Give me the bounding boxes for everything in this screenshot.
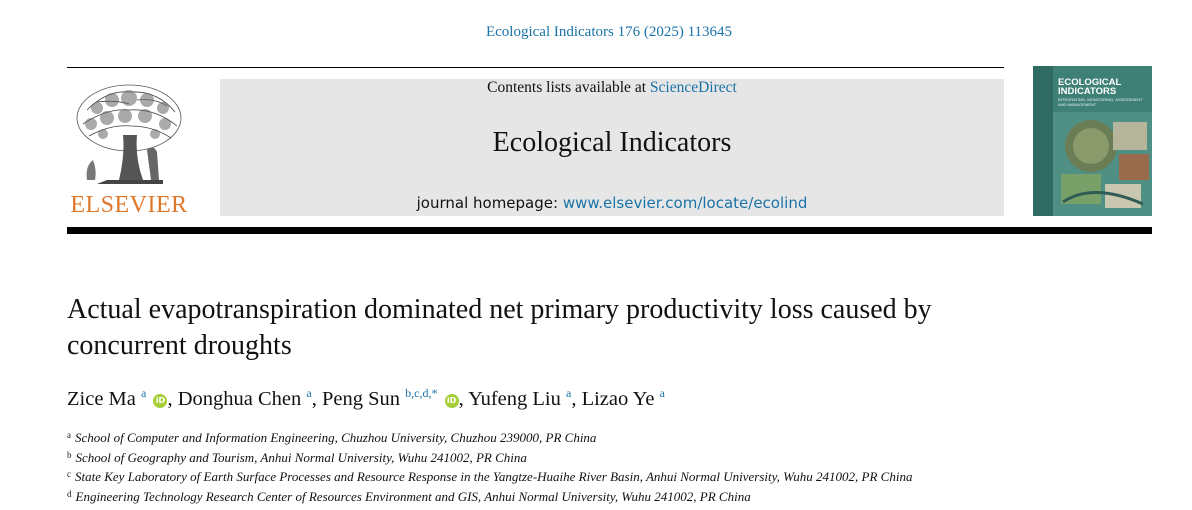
journal-header-banner: Contents lists available at ScienceDirec…	[220, 79, 1004, 216]
affiliation-mark: b	[67, 449, 72, 460]
author-name[interactable]: Yufeng Liu	[468, 388, 561, 410]
article-title: Actual evapotranspiration dominated net …	[67, 294, 932, 361]
author-list: Zice Ma a iD, Donghua Chen a, Peng Sun b…	[67, 386, 665, 411]
journal-name: Ecological Indicators	[492, 127, 732, 158]
cover-photo-collage	[1053, 112, 1152, 216]
elsevier-tree-icon	[76, 84, 182, 184]
affiliation-item: b School of Geography and Tourism, Anhui …	[67, 447, 1167, 467]
homepage-prefix: journal homepage:	[416, 194, 563, 212]
elsevier-logo[interactable]: ELSEVIER	[67, 80, 191, 220]
top-divider	[67, 67, 1004, 68]
header-thick-divider	[67, 227, 1152, 234]
elsevier-wordmark: ELSEVIER	[70, 192, 188, 218]
author-name[interactable]: Peng Sun	[321, 388, 400, 410]
author-affiliation-marks[interactable]: b,c,d,*	[405, 386, 438, 400]
affiliation-mark: d	[67, 488, 72, 499]
affiliation-item: d Engineering Technology Research Center …	[67, 486, 1167, 506]
affiliation-item: c State Key Laboratory of Earth Surface P…	[67, 466, 1167, 486]
sciencedirect-link[interactable]: ScienceDirect	[649, 79, 737, 96]
affiliation-text: State Key Laboratory of Earth Surface Pr…	[75, 469, 913, 484]
journal-homepage-link[interactable]: www.elsevier.com/locate/ecolind	[562, 194, 808, 212]
author-affiliation-marks[interactable]: a	[306, 386, 312, 400]
cover-subtitle: INTEGRATING, MONITORING, ASSESSMENT AND …	[1058, 97, 1143, 107]
cover-title: ECOLOGICAL INDICATORS	[1058, 77, 1122, 97]
affiliation-item: a School of Computer and Information Engi…	[67, 427, 1167, 447]
journal-reference-link[interactable]: Ecological Indicators 176 (2025) 113645	[485, 24, 733, 40]
cover-spine	[1033, 66, 1053, 216]
author-separator: ,	[311, 388, 317, 410]
orcid-icon[interactable]: iD	[153, 394, 168, 408]
affiliation-text: Engineering Technology Research Center o…	[75, 488, 751, 504]
author-affiliation-marks[interactable]: a	[566, 386, 572, 400]
contents-prefix: Contents lists available at	[487, 79, 650, 96]
affiliation-mark: c	[67, 469, 71, 479]
author-name[interactable]: Donghua Chen	[177, 388, 302, 410]
affiliation-text: School of Geography and Tourism, Anhui N…	[75, 449, 527, 465]
author-separator: ,	[458, 388, 464, 410]
author-separator: ,	[571, 388, 577, 410]
affiliation-list: a School of Computer and Information Engi…	[67, 427, 1167, 505]
orcid-icon[interactable]: iD	[444, 394, 459, 408]
author-affiliation-marks[interactable]: a	[141, 386, 147, 400]
author-affiliation-marks[interactable]: a	[659, 386, 665, 400]
contents-available-line: Contents lists available at ScienceDirec…	[220, 79, 1004, 97]
affiliation-text: School of Computer and Information Engin…	[75, 430, 597, 445]
author-name[interactable]: Zice Ma	[67, 388, 136, 410]
journal-homepage-line: journal homepage: www.elsevier.com/locat…	[220, 194, 1004, 212]
author-name[interactable]: Lizao Ye	[581, 388, 655, 410]
journal-cover-image[interactable]: ECOLOGICAL INDICATORS INTEGRATING, MONIT…	[1033, 66, 1152, 216]
affiliation-mark: a	[67, 430, 71, 440]
author-separator: ,	[167, 388, 173, 410]
